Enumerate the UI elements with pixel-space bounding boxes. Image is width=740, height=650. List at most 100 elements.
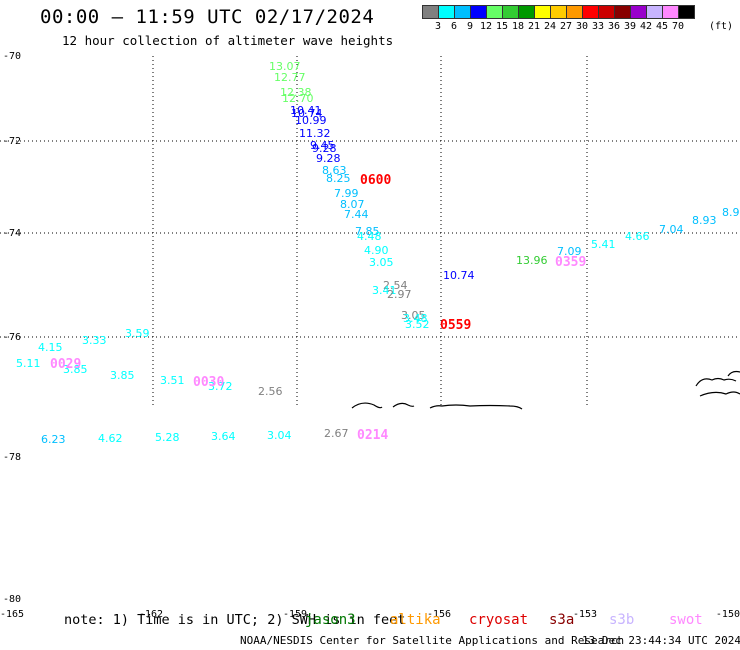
axis-labels: -70 -72 -74 -76 -78 -80 -165 -162 -159 -156 -153 -1… [0,51,740,620]
wave-height-label: 4.62 [98,432,123,445]
legend-swatch [678,5,695,19]
legend-tick: 6 [450,21,458,32]
page-subtitle: 12 hour collection of altimeter wave hei… [62,33,394,48]
wave-height-label: 3.59 [125,327,150,340]
lon-label: -153 [573,609,597,620]
wave-height-label: 9.28 [316,152,341,165]
legend-tick: 18 [511,21,525,32]
wave-height-label: 10.74 [443,269,475,282]
pass-time-tag: 0359 [555,255,586,270]
legend-tick: 9 [466,21,474,32]
wave-height-label: 3.85 [110,369,135,382]
wave-height-label: 3.05 [401,309,426,322]
wave-height-label: 3.85 [63,363,88,376]
credit-text: NOAA/NESDIS Center for Satellite Applica… [240,634,625,647]
satellite-name: s3a [549,612,575,628]
lon-label: -165 [0,609,24,620]
wave-height-label: 3.41 [372,284,397,297]
wave-height-label: 7.99 [334,187,359,200]
wave-height-label: 12.77 [274,71,306,84]
legend-tick: 12 [479,21,493,32]
footer-note: note: 1) Time is in UTC; 2) SWH is in fe… [64,612,406,628]
wave-height-label: 4.66 [625,230,650,243]
wave-height-label: 5.41 [591,238,616,251]
wave-height-label: 8.07 [340,198,365,211]
wave-height-label: 8.9 [722,206,740,219]
wave-height-label: 3.51 [160,374,185,387]
satellite-name: cryosat [469,612,529,628]
wave-height-label: 8.25 [326,172,351,185]
wave-height-label: 7.44 [344,208,369,221]
lon-label: -150 [716,609,740,620]
wave-height-label: 3.52 [405,318,430,331]
lat-label: -74 [3,228,21,239]
wave-height-labels: 13.0712.7712.3812.7010.4110.7410.9911.32… [16,60,740,446]
color-legend: (ft) 3 6 9 12 15 18 21 24 27 30 33 36 39 42 45 70 [422,5,740,33]
wave-height-label: 8.93 [692,214,717,227]
legend-tick: 33 [591,21,605,32]
wave-height-label: 8.63 [322,164,347,177]
wave-height-label: 3.64 [211,430,236,443]
pass-time-tag: 0030 [193,375,224,390]
wave-height-label: 10.99 [295,114,327,127]
wave-height-label: 13.07 [269,60,301,73]
wave-height-label: 9.45 [310,139,335,152]
pass-time-tag: 0600 [360,173,391,188]
legend-unit: (ft) [709,21,734,32]
satellite-name: swot [669,612,703,628]
wave-height-label: 12.38 [280,86,312,99]
pass-time-tag: 0029 [50,357,81,372]
wave-height-label: 4.90 [364,244,389,257]
wave-height-label: 9.28 [312,142,337,155]
lat-label: -76 [3,332,21,343]
page-title: 00:00 – 11:59 UTC 02/17/2024 [40,6,375,28]
legend-tick: 36 [607,21,621,32]
wave-height-label: 10.41 [290,104,322,117]
wave-height-label: 10.74 [291,107,323,120]
legend-ticks: (ft) 3 6 9 12 15 18 21 24 27 30 33 36 39 42 45 70 [422,19,740,33]
wave-height-label: 3.72 [208,380,233,393]
wave-height-label: 3.48 [403,312,428,325]
satellite-name: altika [390,612,441,628]
wave-height-label: 2.97 [387,288,412,301]
wave-height-label: 3.33 [82,334,107,347]
wave-height-label: 7.09 [557,245,582,258]
legend-swatches [422,5,740,19]
wave-height-label: 2.54 [383,279,408,292]
coastline [351,370,740,410]
pass-time-tag: 0559 [440,318,471,333]
legend-tick: 42 [639,21,653,32]
update-timestamp: 13 Dec 23:44:34 UTC 2024 [582,634,740,647]
wave-height-label: 13.96 [516,254,548,267]
wave-height-label: 11.32 [299,127,331,140]
wave-height-label: 2.56 [258,385,283,398]
wave-height-label: 3.05 [369,256,394,269]
wave-height-label: 4.15 [38,341,63,354]
wave-height-label: 4.48 [357,230,382,243]
lat-label: -78 [3,452,21,463]
wave-height-label: 7.04 [659,223,684,236]
wave-height-label: 7.85 [355,225,380,238]
legend-tick: 24 [543,21,557,32]
wave-height-label: 3.04 [267,429,292,442]
lon-label: -156 [427,609,451,620]
legend-tick: 39 [623,21,637,32]
legend-tick: 21 [527,21,541,32]
lat-label: -70 [3,51,21,62]
legend-tick: 3 [434,21,442,32]
wave-height-label: 5.11 [16,357,41,370]
wave-height-label: 6.23 [41,433,66,446]
legend-tick: 45 [655,21,669,32]
legend-tick: 30 [575,21,589,32]
wave-height-label: 12.70 [282,92,314,105]
legend-tick: 15 [495,21,509,32]
wave-height-label: 2.67 [324,427,349,440]
lon-label: -162 [139,609,163,620]
lon-label: -159 [283,609,307,620]
pass-time-tag: 0214 [357,428,388,443]
wave-height-label: 5.28 [155,431,180,444]
time-tags: 0600 0359 0559 0029 0030 0214 [50,173,586,443]
legend-tick: 70 [671,21,685,32]
map-gridlines [0,56,740,407]
lat-label: -72 [3,136,21,147]
